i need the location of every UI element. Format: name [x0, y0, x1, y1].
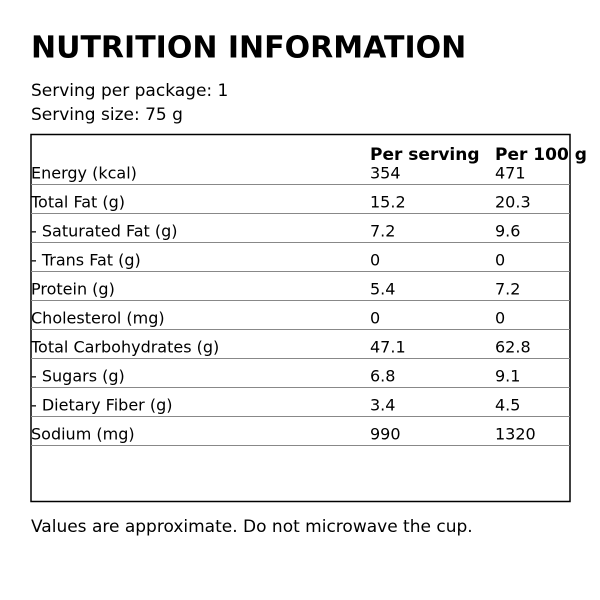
- nutrient-value: 5.4: [370, 280, 395, 299]
- nutrient-value: 20.3: [495, 193, 531, 212]
- column-header: Per 100 g: [495, 145, 587, 165]
- nutrient-value: 9.1: [495, 367, 520, 386]
- nutrient-value: 7.2: [370, 222, 395, 241]
- serving-size: Serving size: 75 g: [31, 105, 183, 125]
- title: NUTRITION INFORMATION: [31, 31, 466, 66]
- nutrient-value: 15.2: [370, 193, 406, 212]
- column-header: Per serving: [370, 145, 480, 165]
- nutrient-value: 7.2: [495, 280, 520, 299]
- nutrient-value: 62.8: [495, 338, 531, 357]
- nutrient-value: 47.1: [370, 338, 406, 357]
- nutrient-value: 4.5: [495, 396, 520, 415]
- nutrient-name: Energy (kcal): [31, 164, 137, 183]
- servings-per-package: Serving per package: 1: [31, 81, 228, 101]
- table-border: [30, 133, 571, 503]
- nutrient-name: - Dietary Fiber (g): [31, 396, 172, 415]
- nutrient-name: Total Carbohydrates (g): [30, 338, 219, 357]
- nutrient-value: 0: [495, 251, 505, 270]
- nutrient-value: 1320: [495, 425, 536, 444]
- footer-note: Values are approximate. Do not microwave…: [31, 517, 473, 537]
- nutrient-name: Cholesterol (mg): [31, 309, 165, 328]
- nutrient-value: 6.8: [370, 367, 395, 386]
- nutrient-name: Sodium (mg): [31, 425, 135, 444]
- nutrient-value: 990: [370, 425, 401, 444]
- nutrient-value: 0: [370, 251, 380, 270]
- nutrient-value: 0: [495, 309, 505, 328]
- nutrient-value: 471: [495, 164, 526, 183]
- nutrient-name: - Saturated Fat (g): [31, 222, 178, 241]
- nutrient-value: 3.4: [370, 396, 395, 415]
- nutrient-name: Total Fat (g): [30, 193, 125, 212]
- nutrient-value: 0: [370, 309, 380, 328]
- nutrient-name: - Sugars (g): [31, 367, 125, 386]
- nutrient-name: Protein (g): [31, 280, 115, 299]
- nutrient-name: - Trans Fat (g): [31, 251, 141, 270]
- nutrient-value: 9.6: [495, 222, 520, 241]
- nutrient-value: 354: [370, 164, 401, 183]
